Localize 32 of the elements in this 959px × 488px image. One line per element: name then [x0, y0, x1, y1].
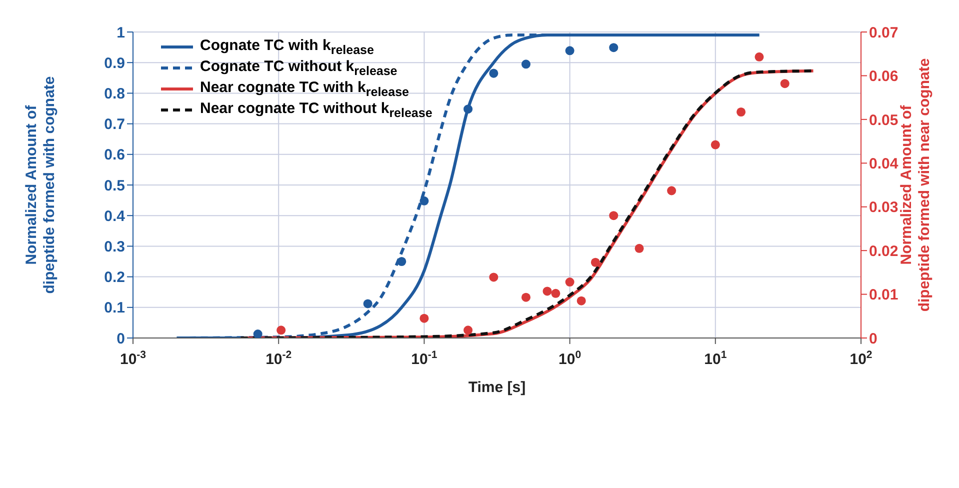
y2-axis-title: Normalized Amount of dipeptide formed with near cognate — [898, 58, 933, 312]
y2-tick-label: 0.02 — [869, 242, 898, 260]
y2-tick-label: 0.03 — [869, 199, 898, 216]
x-tick-label: 10$^{-3}$ — [120, 349, 146, 368]
y-tick-label: 0.2 — [104, 269, 125, 286]
x-tick-label: 10$^{2}$ — [850, 349, 872, 368]
x-tick-label: 10$^{-1}$ — [411, 349, 438, 368]
y2-tick-label: 0.06 — [869, 68, 898, 86]
y-tick-label: 0.4 — [104, 208, 126, 225]
y-tick-label: 0.8 — [104, 86, 125, 103]
y-tick-label: 0 — [116, 330, 125, 348]
x-tick-label: 10$^{1}$ — [704, 349, 727, 368]
legend-label: Cognate TC without k$_{release}$ — [200, 58, 398, 78]
y-tick-label: 0.1 — [104, 300, 125, 317]
x-tick-label: 10$^{0}$ — [558, 349, 582, 368]
legend-label: Near cognate TC without k$_{release}$ — [200, 100, 432, 120]
y2-tick-label: 0.05 — [869, 112, 898, 129]
y-tick-label: 0.5 — [104, 177, 125, 194]
y2-tick-label: 0.04 — [869, 155, 899, 172]
y-tick-label: 0.7 — [104, 116, 125, 134]
legend-label: Cognate TC with k$_{release}$ — [200, 36, 374, 56]
x-axis-title: Time [s] — [468, 379, 526, 396]
y-tick-label: 0.6 — [104, 146, 125, 164]
y2-tick-label: 0 — [869, 330, 878, 348]
y-tick-label: 0.9 — [104, 54, 125, 72]
y2-tick-label: 0.01 — [869, 286, 898, 304]
y2-tick-label: 0.07 — [869, 24, 898, 42]
y-axis-title: Normalized Amount of dipeptide formed with cognate — [23, 76, 58, 294]
x-tick-label: 10$^{-2}$ — [266, 349, 292, 368]
y-tick-label: 0.3 — [104, 238, 125, 256]
legend-label: Near cognate TC with k$_{release}$ — [200, 78, 409, 98]
y-tick-label: 1 — [116, 24, 125, 42]
